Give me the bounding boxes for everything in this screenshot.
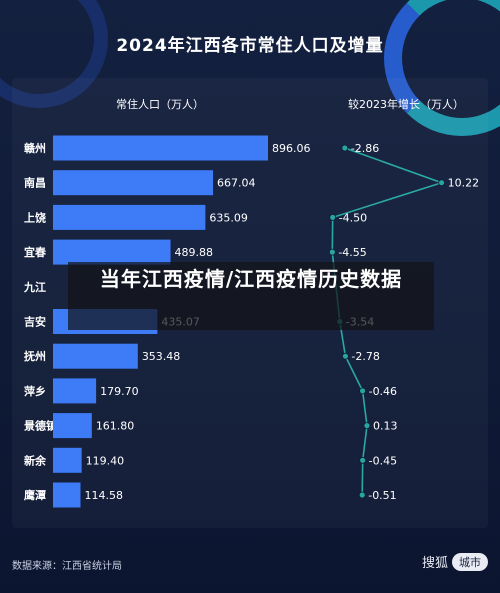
chart-title: 2024年江西各市常住人口及增量: [116, 36, 384, 56]
category-label: 吉安: [24, 315, 46, 329]
growth-value-label: 10.22: [448, 177, 480, 190]
growth-line: [331, 147, 445, 496]
category-label: 抚州: [24, 349, 46, 363]
growth-value-label: -4.50: [339, 211, 367, 224]
headline-overlay: [68, 262, 434, 330]
brand-name: 搜狐: [421, 556, 448, 571]
bar-value-label: 161.80: [96, 420, 135, 433]
category-label: 鹰潭: [24, 488, 46, 502]
bar-value-label: 114.58: [84, 489, 123, 502]
growth-point: [359, 387, 366, 395]
growth-value-label: 0.13: [373, 420, 398, 433]
headline-overlay-text: 当年江西疫情/江西疫情历史数据: [99, 267, 403, 291]
category-label: 九江: [23, 280, 46, 294]
bar-value-label: 667.04: [217, 177, 256, 190]
growth-value-label: -0.46: [369, 385, 397, 398]
category-label: 宜春: [24, 245, 47, 259]
data-source-note: 数据来源：江西省统计局: [12, 561, 122, 572]
category-label: 新余: [24, 453, 47, 467]
growth-value-label: -0.45: [369, 454, 397, 467]
category-label: 南昌: [24, 176, 46, 190]
growth-point: [438, 179, 446, 187]
bar-value-label: 179.70: [100, 385, 139, 398]
bar-value-label: 489.88: [175, 246, 214, 259]
growth-point: [328, 248, 336, 256]
bar: [53, 482, 81, 508]
bar-value-label: 635.09: [209, 211, 248, 224]
legend-bar-series: 常住人口（万人）: [116, 97, 204, 111]
growth-point: [358, 491, 366, 499]
bar: [53, 239, 171, 265]
legend-line-series: 较2023年增长（万人）: [348, 97, 464, 111]
growth-value-label: -0.51: [368, 489, 396, 502]
bar: [53, 447, 82, 473]
bar: [53, 343, 138, 369]
bar-value-label: 119.40: [86, 454, 125, 467]
brand-tag: 城市: [452, 552, 488, 571]
bar: [53, 204, 206, 230]
growth-value-label: -2.78: [351, 350, 379, 363]
bar: [53, 170, 214, 196]
bar-value-label: 896.06: [272, 142, 311, 155]
growth-value-label: -2.86: [351, 142, 379, 155]
bar: [53, 413, 92, 439]
growth-point: [342, 352, 349, 360]
growth-point: [329, 213, 337, 221]
category-label: 景德镇: [23, 419, 57, 433]
bar: [53, 378, 97, 404]
bar-value-label: 353.48: [142, 350, 181, 363]
brand-logo: 搜狐 城市: [422, 552, 488, 571]
category-label: 赣州: [24, 141, 46, 155]
growth-point: [363, 422, 371, 430]
growth-point: [341, 144, 349, 152]
bar: [53, 135, 268, 161]
category-label: 上饶: [24, 210, 46, 224]
category-label: 萍乡: [24, 384, 46, 398]
growth-value-label: -4.55: [338, 246, 366, 259]
growth-point: [359, 456, 367, 464]
